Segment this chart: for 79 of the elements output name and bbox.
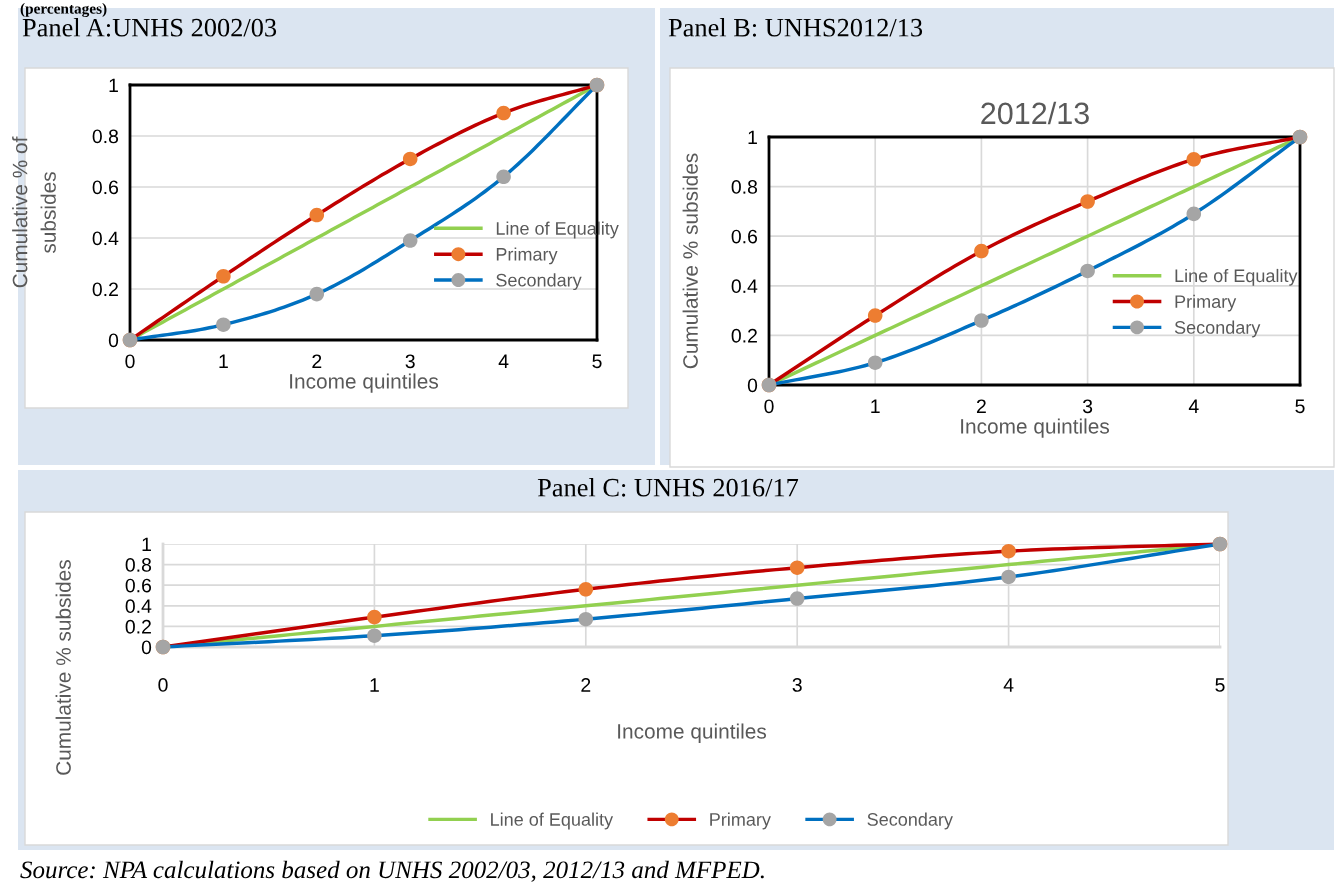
point xyxy=(367,609,382,625)
point xyxy=(496,105,511,121)
y-tick-label: 0.4 xyxy=(125,599,152,614)
point xyxy=(1080,194,1095,209)
y-tick-label: 0 xyxy=(141,640,152,655)
point xyxy=(789,560,805,575)
x-tick-label: 3 xyxy=(1082,399,1093,414)
x-tick-label: 5 xyxy=(592,354,602,369)
point xyxy=(789,591,805,606)
chart-title: Panel B: UNHS2012/13 xyxy=(668,18,923,37)
legend-label: Primary xyxy=(1175,294,1237,312)
x-tick-label: 4 xyxy=(498,354,509,368)
y-tick-label: 0 xyxy=(108,333,119,348)
x-tick-label: 4 xyxy=(1003,678,1014,692)
point xyxy=(1186,152,1202,167)
x-tick-label: 2 xyxy=(976,399,986,413)
x-tick-label: 0 xyxy=(764,399,774,414)
y-tick-label: 1 xyxy=(748,130,757,145)
x-tick-label: 3 xyxy=(405,354,415,369)
y-tick-label: 0.2 xyxy=(731,328,757,343)
legend-label: Secondary xyxy=(496,273,582,291)
point xyxy=(402,151,418,167)
x-tick-label: 1 xyxy=(219,354,228,368)
legend-label: Secondary xyxy=(867,812,953,830)
x-tick-label: 5 xyxy=(1215,678,1225,692)
y-tick-label: 0.6 xyxy=(125,578,152,593)
x-axis-title: Income quintiles xyxy=(961,418,1110,438)
legend-label: Line of Equality xyxy=(1175,268,1298,286)
x-tick-label: 3 xyxy=(792,678,802,692)
y-axis-title: Cumulative % subsides xyxy=(55,560,71,775)
legend-label: Primary xyxy=(710,812,771,830)
y-tick-label: 0.2 xyxy=(92,282,118,297)
point xyxy=(216,268,231,284)
point xyxy=(496,169,511,185)
x-tick-label: 1 xyxy=(370,678,379,692)
legend-label: Secondary xyxy=(1174,320,1261,338)
point xyxy=(578,611,594,627)
chart-title: Panel C: UNHS 2016/17 xyxy=(537,478,799,497)
chart-title: Panel A:UNHS 2002/03 xyxy=(22,18,277,37)
x-tick-label: 2 xyxy=(581,678,591,692)
source-note: Source: NPA calculations based on UNHS 2002/03, 2012/13 and MFPED. xyxy=(20,860,764,882)
point xyxy=(867,308,883,323)
point xyxy=(1186,206,1202,222)
y-tick-label: 0.6 xyxy=(731,229,758,244)
point xyxy=(1001,569,1016,585)
y-tick-label: 0.4 xyxy=(92,231,119,246)
point xyxy=(309,286,325,302)
x-axis-title: Income quintiles xyxy=(618,723,767,743)
y-tick-label: 0 xyxy=(747,378,758,393)
y-tick-label: 0.8 xyxy=(92,129,119,144)
y-tick-label: 0.6 xyxy=(92,180,119,195)
y-axis-title: Cumulative % of subsides xyxy=(12,136,56,288)
x-axis-title: Income quintiles xyxy=(290,373,439,393)
point xyxy=(1080,263,1095,279)
legend-label: Line of Equality xyxy=(491,812,614,830)
x-tick-label: 0 xyxy=(158,678,168,692)
x-tick-label: 4 xyxy=(1188,399,1199,413)
y-tick-label: 0.8 xyxy=(731,180,758,194)
point xyxy=(367,628,382,643)
text: (percentages) xyxy=(20,3,107,17)
y-tick-label: 1 xyxy=(142,537,151,552)
y-tick-label: 0.4 xyxy=(731,279,758,294)
point xyxy=(216,317,231,332)
point xyxy=(309,207,325,223)
point xyxy=(402,233,418,248)
point xyxy=(867,355,883,370)
y-tick-label: 0.2 xyxy=(125,619,151,634)
point xyxy=(578,582,594,597)
x-tick-label: 5 xyxy=(1295,399,1305,414)
legend-label: Primary xyxy=(496,247,558,265)
point xyxy=(974,243,989,259)
x-tick-label: 1 xyxy=(871,399,880,413)
y-axis-title: Cumulative % subsides xyxy=(682,153,698,369)
y-tick-label: 0.8 xyxy=(125,558,152,572)
x-tick-label: 2 xyxy=(312,354,322,368)
y-tick-label: 1 xyxy=(109,78,118,93)
point xyxy=(1001,543,1016,559)
chart-subtitle: 2012/13 xyxy=(981,101,1089,125)
point xyxy=(974,313,989,328)
